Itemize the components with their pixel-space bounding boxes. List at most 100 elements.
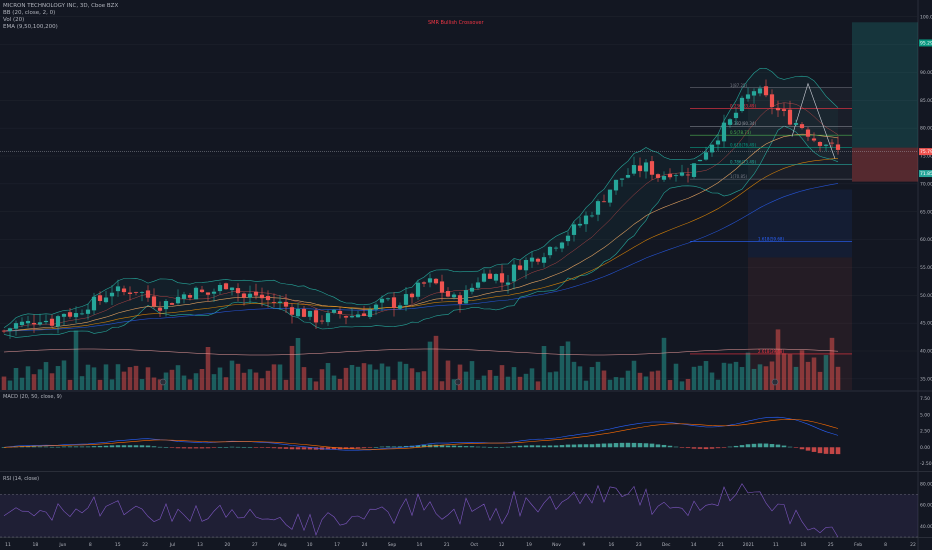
candle-body bbox=[145, 290, 151, 298]
symbol-title[interactable]: MICRON TECHNOLOGY INC, 3D, Cboe BZX bbox=[3, 3, 119, 9]
macd-histogram-bar bbox=[403, 445, 409, 448]
macd-histogram-bar bbox=[337, 447, 343, 450]
volume-bar bbox=[181, 375, 187, 390]
volume-bar bbox=[625, 370, 631, 390]
candle-body bbox=[355, 314, 361, 318]
macd-histogram-bar bbox=[187, 447, 193, 449]
volume-bar bbox=[457, 364, 463, 390]
macd-histogram-bar bbox=[835, 447, 841, 455]
macd-histogram-bar bbox=[295, 447, 301, 450]
time-tick-label: 19 bbox=[526, 542, 532, 548]
candle-body bbox=[295, 308, 301, 317]
rsi-label[interactable]: RSI (14, close) bbox=[3, 476, 40, 482]
macd-histogram-bar bbox=[691, 447, 697, 449]
candle-body bbox=[823, 144, 829, 146]
volume-bar bbox=[709, 372, 715, 390]
volume-bar bbox=[787, 354, 793, 390]
volume-bar bbox=[799, 350, 805, 390]
volume-bar bbox=[175, 365, 181, 390]
volume-bar bbox=[337, 378, 343, 390]
macd-histogram-bar bbox=[673, 446, 679, 448]
candle-body bbox=[679, 172, 685, 176]
candle-body bbox=[481, 273, 487, 282]
legend-ema[interactable]: EMA (9,50,100,200) bbox=[3, 24, 58, 30]
macd-histogram-bar bbox=[91, 446, 97, 448]
volume-bar bbox=[241, 372, 247, 390]
time-tick-label: 17 bbox=[334, 542, 340, 548]
price-tick-label: 70.00 bbox=[920, 181, 932, 187]
rsi-tick-label: 60.00 bbox=[920, 503, 932, 509]
fib-level-label: 1(87.25) bbox=[730, 83, 748, 88]
macd-histogram-bar bbox=[367, 447, 373, 448]
candle-body bbox=[727, 119, 733, 125]
volume-bar bbox=[343, 367, 349, 390]
volume-bar bbox=[193, 373, 199, 390]
volume-bar bbox=[211, 374, 217, 390]
time-tick-label: 22 bbox=[910, 542, 916, 548]
volume-bar bbox=[715, 379, 721, 390]
candle-body bbox=[211, 291, 217, 294]
macd-histogram-bar bbox=[595, 443, 601, 448]
time-tick-label: 18 bbox=[800, 542, 806, 548]
volume-bar bbox=[505, 376, 511, 390]
candle-body bbox=[439, 281, 445, 293]
volume-bar bbox=[781, 353, 787, 390]
candle-body bbox=[451, 294, 457, 298]
macd-tick-label: 7.50 bbox=[920, 396, 930, 402]
macd-histogram-bar bbox=[241, 447, 247, 448]
volume-bar bbox=[91, 367, 97, 390]
time-tick-label: Nov bbox=[552, 542, 561, 548]
macd-histogram-bar bbox=[547, 445, 553, 448]
candle-body bbox=[673, 175, 679, 177]
volume-bar bbox=[703, 361, 709, 390]
candle-body bbox=[517, 265, 523, 270]
volume-bar bbox=[247, 369, 253, 390]
volume-bar bbox=[493, 375, 499, 390]
candle-body bbox=[55, 316, 61, 327]
stop-price-tag-label: 71.85 bbox=[920, 171, 932, 177]
candle-body bbox=[511, 264, 517, 282]
volume-bar bbox=[73, 330, 79, 390]
legend-bb[interactable]: BB (20, close, 2, 0) bbox=[3, 10, 56, 16]
macd-histogram-bar bbox=[667, 445, 673, 448]
macd-histogram-bar bbox=[505, 446, 511, 448]
candle-body bbox=[547, 246, 553, 256]
fib-retracement-zone bbox=[748, 87, 852, 180]
macd-histogram-bar bbox=[97, 445, 103, 448]
candle-body bbox=[571, 224, 577, 235]
candle-body bbox=[205, 292, 211, 295]
time-tick-label: Dec bbox=[662, 542, 671, 548]
volume-bar bbox=[169, 369, 175, 390]
volume-bar bbox=[727, 363, 733, 390]
candle-body bbox=[745, 94, 751, 99]
volume-bar bbox=[349, 365, 355, 390]
volume-bar bbox=[583, 380, 589, 390]
macd-histogram-bar bbox=[415, 445, 421, 448]
candle-body bbox=[535, 258, 541, 262]
volume-bar bbox=[553, 371, 559, 390]
candle-body bbox=[403, 294, 409, 305]
macd-histogram-bar bbox=[79, 446, 85, 448]
volume-bar bbox=[637, 372, 643, 390]
volume-bar bbox=[745, 352, 751, 390]
macd-label[interactable]: MACD (20, 50, close, 9) bbox=[3, 394, 62, 400]
fib-level-label: 2.618(39.48) bbox=[758, 349, 784, 354]
volume-bar bbox=[391, 379, 397, 390]
macd-histogram-bar bbox=[571, 444, 577, 448]
macd-histogram-bar bbox=[193, 447, 199, 449]
volume-bar bbox=[19, 377, 25, 390]
volume-bar bbox=[679, 381, 685, 390]
volume-bar bbox=[775, 329, 781, 390]
candle-body bbox=[445, 291, 451, 297]
macd-histogram-bar bbox=[451, 445, 457, 448]
volume-bar bbox=[565, 341, 571, 390]
fib-level-label: 0.618(76.49) bbox=[730, 143, 756, 148]
volume-bar bbox=[295, 337, 301, 390]
pattern-lines bbox=[791, 82, 836, 159]
legend-volume[interactable]: Vol (20) bbox=[3, 17, 25, 23]
volume-bar bbox=[475, 379, 481, 390]
volume-bar bbox=[43, 362, 49, 390]
macd-histogram-bar bbox=[199, 447, 205, 449]
volume-bar bbox=[805, 361, 811, 390]
